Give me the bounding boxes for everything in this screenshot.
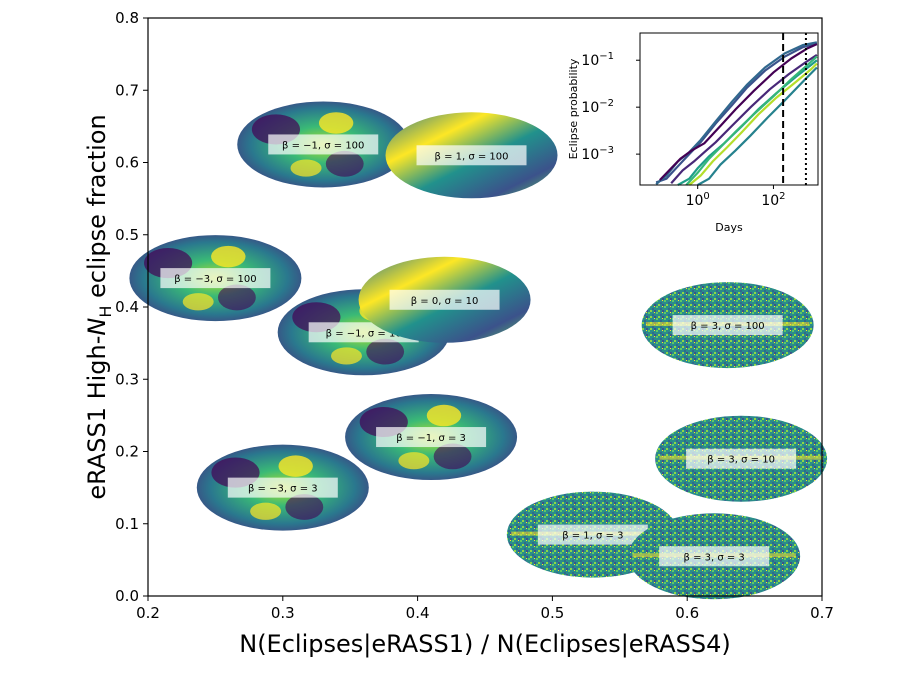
x-tick-label: 0.6	[675, 604, 699, 622]
y-tick-label: 0.6	[115, 154, 139, 172]
sky-map-marker: β = 3, σ = 3	[628, 513, 801, 600]
sky-map-label: β = 0, σ = 10	[411, 296, 479, 307]
sky-map-marker: β = 3, σ = 10	[655, 415, 828, 502]
sky-map-marker: β = 0, σ = 10	[358, 256, 531, 343]
sky-map-label: β = 3, σ = 100	[691, 321, 765, 332]
sky-map-bright-region	[250, 502, 282, 520]
map-markers-layer: β = −1, σ = 100 β = 1, σ = 100 β = −3, σ =…	[129, 101, 828, 600]
sky-map-marker: β = 3, σ = 100	[641, 282, 814, 369]
inset-reference-lines	[782, 33, 807, 185]
y-axis-ticks: 0.0 0.1 0.2 0.3 0.4 0.5 0.6 0.7 0.8	[115, 9, 148, 605]
sky-map-label: β = −1, σ = 100	[282, 140, 364, 151]
sky-map-dark-region	[433, 443, 472, 470]
sky-map-label-box	[160, 268, 271, 289]
y-axis-label: eRASS1 High-NH eclipse fraction	[83, 114, 115, 499]
x-tick-label: 0.2	[136, 604, 160, 622]
sky-map-label: β = −1, σ = 10	[326, 328, 402, 339]
inset-x-ticks: 100 102	[686, 185, 786, 209]
sky-map-marker: β = −3, σ = 3	[196, 444, 369, 531]
sky-map-dark-region	[325, 150, 364, 177]
sky-map-bright-region	[182, 293, 214, 311]
sky-map-bright-region	[278, 455, 313, 477]
inset-y-tick-label: 10−2	[581, 98, 614, 116]
x-axis-ticks: 0.2 0.3 0.4 0.5 0.6 0.7	[136, 596, 834, 622]
sky-map-marker: β = −3, σ = 100	[129, 235, 302, 322]
sky-map-label: β = 3, σ = 10	[707, 455, 775, 466]
x-tick-label: 0.5	[540, 604, 564, 622]
y-tick-label: 0.0	[115, 587, 139, 605]
sky-map-marker: β = 1, σ = 100	[385, 112, 558, 199]
sky-map-label-box	[268, 134, 379, 155]
y-tick-label: 0.4	[115, 298, 139, 316]
sky-map-label-box	[389, 289, 500, 310]
sky-map-bright-region	[318, 112, 354, 134]
sky-map-label-box	[376, 427, 487, 448]
sky-map-marker: β = −1, σ = 100	[237, 101, 410, 188]
x-axis-label: N(Eclipses|eRASS1) / N(Eclipses|eRASS4)	[239, 630, 731, 658]
inset-chart: 100 102 10−3 10−2 10−1 Days Eclipse probabi…	[567, 32, 819, 234]
sky-map-bright-region	[211, 245, 246, 268]
inset-y-ticks: 10−3 10−2 10−1	[581, 51, 640, 163]
sky-map-bright-region	[426, 404, 462, 427]
sky-map-label-box	[416, 145, 527, 166]
y-tick-label: 0.3	[115, 370, 139, 388]
sky-map-label-box	[537, 524, 648, 545]
sky-map-dark-region	[366, 338, 405, 365]
sky-map-marker: β = −1, σ = 3	[345, 394, 518, 481]
y-tick-label: 0.1	[115, 515, 139, 533]
sky-map-label-box	[659, 546, 770, 567]
sky-map-dark-region	[285, 494, 324, 520]
sky-map-label: β = 1, σ = 3	[562, 531, 623, 542]
x-tick-label: 0.7	[810, 604, 834, 622]
inset-series-line	[688, 62, 818, 186]
inset-y-tick-label: 10−1	[581, 51, 614, 69]
sky-map-label: β = −3, σ = 3	[248, 484, 318, 495]
inset-x-tick-label: 100	[686, 191, 710, 209]
sky-map-label: β = 3, σ = 3	[684, 552, 745, 563]
sky-map-dark-region	[217, 284, 256, 311]
y-tick-label: 0.2	[115, 443, 139, 461]
sky-map-label: β = 1, σ = 100	[435, 151, 509, 162]
sky-map-label: β = −1, σ = 3	[396, 433, 466, 444]
sky-map-label: β = −3, σ = 100	[174, 274, 256, 285]
sky-map-label-box	[672, 315, 783, 336]
inset-series-line	[670, 53, 818, 184]
y-tick-label: 0.7	[115, 81, 139, 99]
sky-map-bright-region	[290, 159, 322, 177]
inset-series-line	[655, 42, 818, 184]
x-tick-label: 0.3	[271, 604, 295, 622]
inset-series-line	[685, 55, 818, 186]
inset-series-line	[697, 66, 818, 186]
y-tick-label: 0.5	[115, 226, 139, 244]
inset-series-line	[659, 43, 818, 181]
sky-map-bright-region	[331, 347, 362, 365]
y-tick-label: 0.8	[115, 9, 139, 27]
inset-series-layer	[655, 41, 818, 186]
sky-map-bright-region	[398, 452, 430, 470]
sky-map-label-box	[227, 477, 338, 498]
inset-x-tick-label: 102	[761, 191, 785, 209]
sky-map-label-box	[686, 448, 797, 469]
inset-frame	[639, 32, 819, 186]
inset-x-label: Days	[715, 221, 743, 234]
x-tick-label: 0.4	[406, 604, 430, 622]
inset-y-label: Eclipse probability	[567, 58, 580, 159]
inset-y-tick-label: 10−3	[581, 145, 614, 163]
